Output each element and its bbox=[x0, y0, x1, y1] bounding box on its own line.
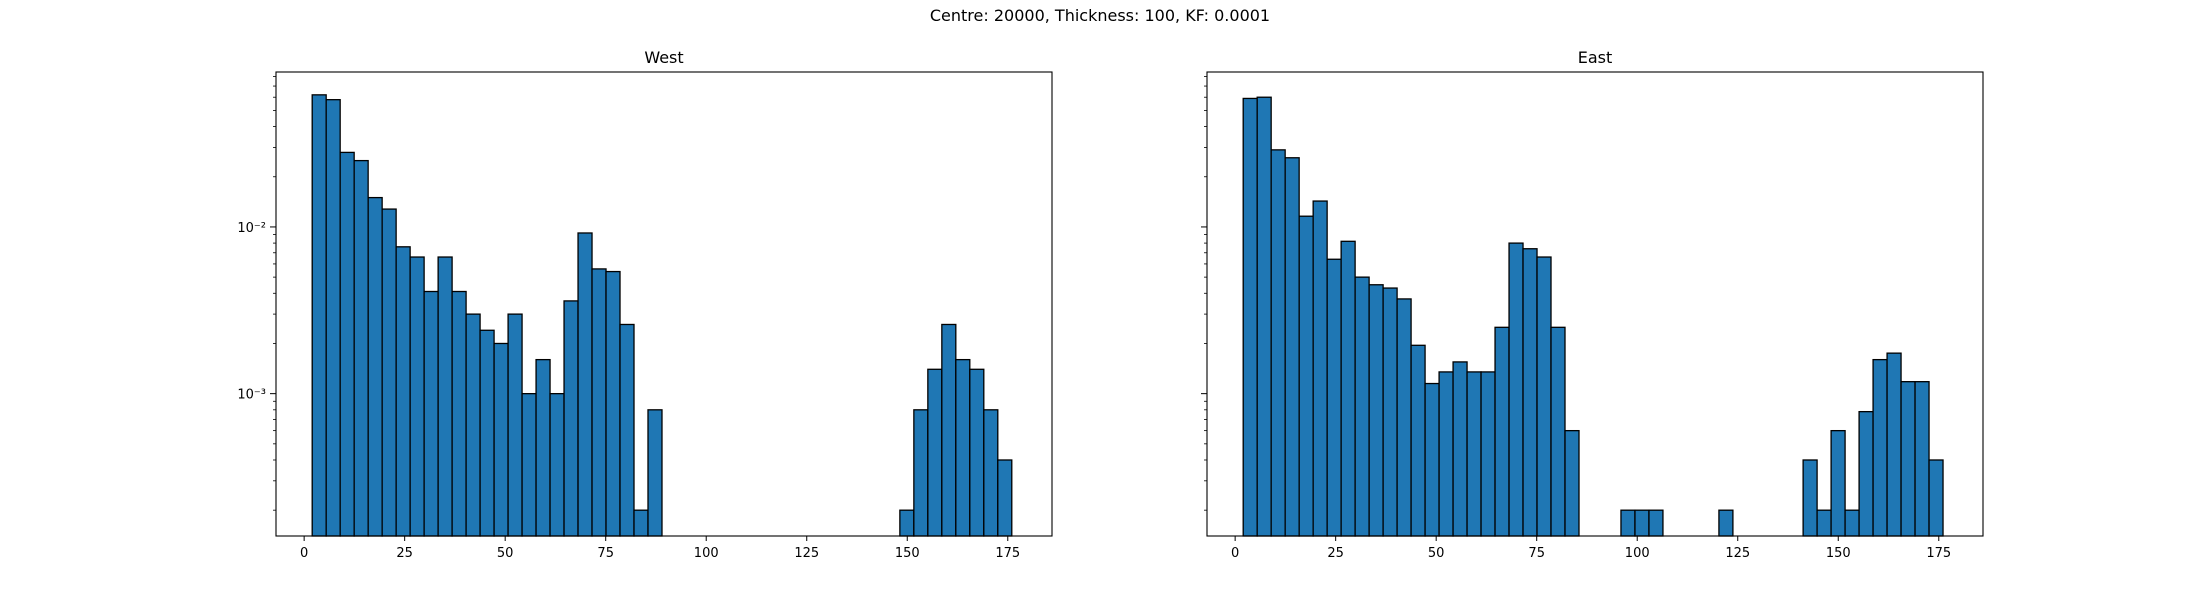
histogram-bar bbox=[1354, 276, 1370, 537]
histogram-bar bbox=[507, 313, 523, 537]
histogram-bar bbox=[395, 246, 411, 537]
histogram-bar bbox=[1368, 284, 1384, 537]
histogram-bar bbox=[1242, 97, 1258, 537]
histogram-bar bbox=[1466, 371, 1482, 537]
histogram-bar bbox=[619, 323, 635, 537]
histogram-bar bbox=[1396, 298, 1412, 537]
histogram-bar bbox=[549, 392, 565, 537]
histogram-bar bbox=[1382, 287, 1398, 537]
x-tick-label: 150 bbox=[1826, 546, 1851, 561]
x-tick-label: 150 bbox=[895, 546, 920, 561]
histogram-bar bbox=[1494, 326, 1510, 537]
histogram-bar bbox=[563, 300, 579, 537]
y-tick-label: 10⁻³ bbox=[237, 388, 266, 403]
histogram-bar bbox=[1340, 240, 1356, 537]
histogram-bar bbox=[1914, 381, 1930, 537]
histogram-bar bbox=[1816, 509, 1832, 537]
histogram-bar bbox=[1438, 371, 1454, 537]
histogram-bar bbox=[423, 290, 439, 537]
figure-suptitle: Centre: 20000, Thickness: 100, KF: 0.000… bbox=[929, 6, 1271, 25]
histogram-bar bbox=[1550, 326, 1566, 537]
histogram-bar bbox=[1326, 258, 1342, 537]
histogram-bar bbox=[1410, 344, 1426, 537]
histogram-bar bbox=[633, 509, 649, 537]
histogram-bar bbox=[1298, 215, 1314, 537]
bars-group bbox=[311, 94, 1013, 537]
x-tick-label: 25 bbox=[396, 546, 413, 561]
histogram-bar bbox=[1928, 459, 1944, 537]
histogram-bar bbox=[1634, 509, 1650, 537]
subplot-west: West 0 25 50 75 100 125 150 175 10⁻³ 10⁻² bbox=[237, 48, 1053, 561]
histogram-bar bbox=[451, 290, 467, 537]
histogram-bar bbox=[1858, 410, 1874, 537]
histogram-bar bbox=[1270, 149, 1286, 537]
histogram-bar bbox=[1480, 371, 1496, 537]
histogram-bar bbox=[605, 270, 621, 537]
subplot-title: West bbox=[644, 48, 683, 67]
histogram-bar bbox=[339, 151, 355, 537]
histogram-bar bbox=[591, 268, 607, 537]
histogram-bar bbox=[535, 358, 551, 537]
histogram-bar bbox=[927, 368, 943, 537]
bars-group bbox=[1242, 96, 1944, 537]
histogram-bar bbox=[1844, 509, 1860, 537]
histogram-bar bbox=[1522, 248, 1538, 537]
histogram-bar bbox=[1284, 157, 1300, 537]
histogram-bar bbox=[493, 342, 509, 537]
x-tick-label: 75 bbox=[1528, 546, 1545, 561]
histogram-bar bbox=[367, 196, 383, 537]
histogram-bar bbox=[1620, 509, 1636, 537]
histogram-bar bbox=[997, 459, 1013, 537]
histogram-bar bbox=[1900, 381, 1916, 537]
histogram-bar bbox=[1718, 509, 1734, 537]
histogram-bar bbox=[465, 313, 481, 537]
histogram-bar bbox=[941, 323, 957, 537]
x-tick-label: 50 bbox=[1428, 546, 1445, 561]
x-tick-label: 50 bbox=[497, 546, 514, 561]
histogram-bar bbox=[899, 509, 915, 537]
histogram-bar bbox=[1648, 509, 1664, 537]
axes-frame bbox=[1206, 71, 1984, 537]
histogram-bar bbox=[1312, 200, 1328, 537]
histogram-bar bbox=[521, 392, 537, 537]
histogram-bar bbox=[647, 409, 663, 537]
histogram-bar bbox=[1802, 459, 1818, 537]
histogram-bar bbox=[1886, 352, 1902, 537]
histogram-bar bbox=[1452, 361, 1468, 537]
histogram-bar bbox=[577, 232, 593, 537]
x-tick-label: 100 bbox=[694, 546, 719, 561]
histogram-bar bbox=[353, 159, 369, 537]
histogram-bar bbox=[1424, 382, 1440, 537]
histogram-bar bbox=[479, 329, 495, 537]
histogram-bar bbox=[969, 368, 985, 537]
histogram-bar bbox=[409, 256, 425, 537]
x-tick-label: 0 bbox=[300, 546, 308, 561]
histogram-bar bbox=[437, 256, 453, 537]
subplot-east: East 0 25 50 75 100 125 150 175 bbox=[1201, 48, 1984, 561]
x-tick-label: 175 bbox=[1926, 546, 1951, 561]
histogram-bar bbox=[1564, 429, 1580, 537]
histogram-bar bbox=[913, 409, 929, 537]
x-tick-label: 25 bbox=[1327, 546, 1344, 561]
x-tick-label: 125 bbox=[1725, 546, 1750, 561]
x-tick-label: 100 bbox=[1625, 546, 1650, 561]
histogram-bar bbox=[325, 99, 341, 537]
x-tick-label: 125 bbox=[794, 546, 819, 561]
y-tick-label: 10⁻² bbox=[237, 221, 266, 236]
histogram-bar bbox=[1536, 256, 1552, 537]
x-tick-label: 175 bbox=[995, 546, 1020, 561]
axes-frame bbox=[275, 71, 1053, 537]
subplot-title: East bbox=[1578, 48, 1613, 67]
histogram-bar bbox=[1830, 429, 1846, 537]
histogram-bar bbox=[1256, 96, 1272, 537]
histogram-bar bbox=[381, 208, 397, 537]
histogram-bar bbox=[1872, 358, 1888, 537]
x-tick-label: 0 bbox=[1231, 546, 1239, 561]
histogram-bar bbox=[955, 358, 971, 537]
histogram-bar bbox=[983, 409, 999, 537]
histogram-bar bbox=[311, 94, 327, 537]
x-tick-label: 75 bbox=[597, 546, 614, 561]
histogram-bar bbox=[1508, 242, 1524, 537]
